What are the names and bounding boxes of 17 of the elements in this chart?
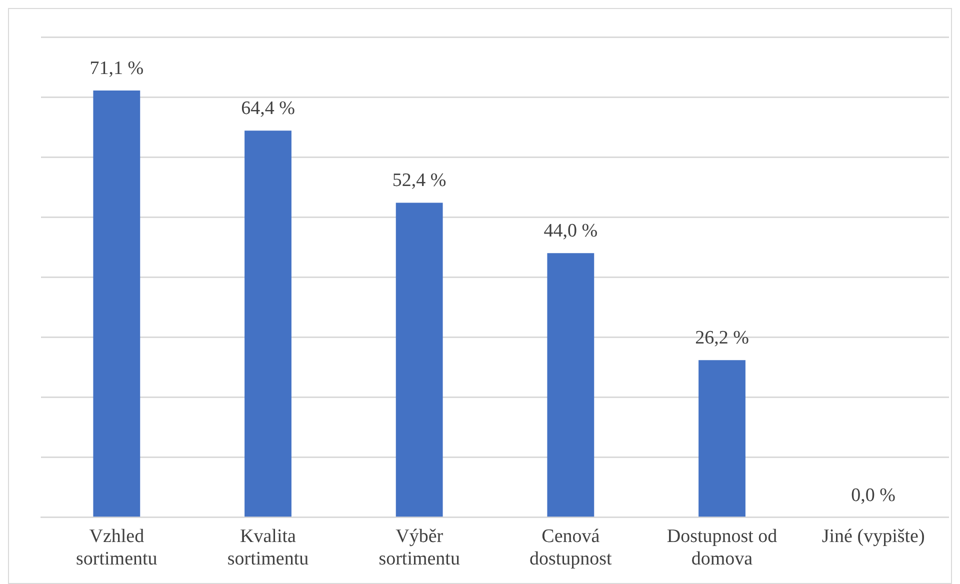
- x-tick-label: Vzhled sortimentu: [76, 526, 158, 570]
- data-label: 44,0 %: [544, 220, 598, 242]
- x-tick-label: Kvalita sortimentu: [227, 526, 310, 570]
- data-label: 26,2 %: [695, 328, 750, 349]
- x-tick-label: Dostupnost od domova: [666, 526, 778, 570]
- data-label: 52,4 %: [392, 170, 446, 192]
- x-tick-label: Cenová dostupnost: [529, 526, 613, 570]
- x-tick-label: Jiné (vypište): [822, 526, 925, 547]
- data-label: 0,0 %: [851, 484, 896, 506]
- data-label: 71,1 %: [90, 58, 144, 79]
- bar: [93, 90, 140, 517]
- bar: [244, 130, 292, 517]
- bar: [396, 202, 443, 517]
- x-tick-label: Výběr sortimentu: [378, 526, 460, 570]
- bar: [547, 253, 594, 517]
- bar: [698, 360, 746, 517]
- data-label: 64,4 %: [241, 98, 296, 120]
